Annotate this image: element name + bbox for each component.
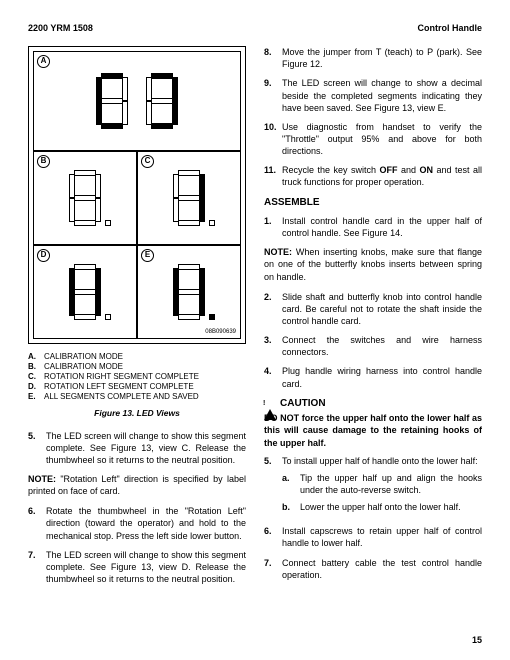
- panel-label-c: C: [141, 155, 154, 168]
- seven-seg-icon: [146, 73, 178, 129]
- legend-item: C.ROTATION RIGHT SEGMENT COMPLETE: [28, 372, 246, 382]
- assemble-steps-3: 5. To install upper half of handle onto …: [264, 455, 482, 581]
- figure-ref-code: 08B090639: [205, 328, 236, 336]
- assemble-steps-2: 2.Slide shaft and butterfly knob into co…: [264, 291, 482, 390]
- assemble-steps-1: 1.Install control handle card in the upp…: [264, 215, 482, 239]
- left-column: A B: [28, 46, 246, 592]
- legend-item: B.CALIBRATION MODE: [28, 362, 246, 372]
- assemble-6: 6.Install capscrews to retain upper half…: [264, 525, 482, 549]
- page-number: 15: [472, 634, 482, 646]
- panel-a: A: [33, 51, 241, 151]
- content-columns: A B: [28, 46, 482, 592]
- assemble-3: 3.Connect the switches and wire harness …: [264, 334, 482, 358]
- seven-seg-icon: [69, 170, 101, 226]
- step-8: 8.Move the jumper from T (teach) to P (p…: [264, 46, 482, 70]
- assemble-heading: ASSEMBLE: [264, 196, 482, 210]
- assemble-1: 1.Install control handle card in the upp…: [264, 215, 482, 239]
- assemble-7: 7.Connect battery cable the test control…: [264, 557, 482, 581]
- legend-item: E.ALL SEGMENTS COMPLETE AND SAVED: [28, 392, 246, 402]
- panel-label-e: E: [141, 249, 154, 262]
- seven-seg-icon: [173, 170, 205, 226]
- step-5: 5.The LED screen will change to show thi…: [28, 430, 246, 466]
- assemble-2: 2.Slide shaft and butterfly knob into co…: [264, 291, 482, 327]
- seven-seg-icon: [173, 264, 205, 320]
- assemble-5: 5. To install upper half of handle onto …: [264, 455, 482, 519]
- legend-item: A.CALIBRATION MODE: [28, 352, 246, 362]
- seven-seg-icon: [69, 264, 101, 320]
- step-6: 6.Rotate the thumbwheel in the "Rotation…: [28, 505, 246, 541]
- section-title: Control Handle: [418, 22, 483, 34]
- figure-caption: Figure 13. LED Views: [28, 408, 246, 419]
- step-7: 7.The LED screen will change to show thi…: [28, 549, 246, 585]
- panel-label-b: B: [37, 155, 50, 168]
- assemble-5a: a.Tip the upper half up and align the ho…: [282, 472, 482, 496]
- assemble-note: NOTE: When inserting knobs, make sure th…: [264, 246, 482, 282]
- panel-d: D: [33, 245, 137, 339]
- panel-label-d: D: [37, 249, 50, 262]
- figure-13: A B: [28, 46, 246, 344]
- left-steps: 5.The LED screen will change to show thi…: [28, 430, 246, 466]
- figure-legend: A.CALIBRATION MODE B.CALIBRATION MODE C.…: [28, 352, 246, 402]
- caution-body: DO NOT force the upper half onto the low…: [264, 412, 482, 448]
- assemble-4: 4.Plug handle wiring harness into contro…: [264, 365, 482, 389]
- seven-seg-icon: [96, 73, 128, 129]
- page-header: 2200 YRM 1508 Control Handle: [28, 22, 482, 34]
- legend-item: D.ROTATION LEFT SEGMENT COMPLETE: [28, 382, 246, 392]
- caution-heading: ! CAUTION: [264, 397, 482, 411]
- step-10: 10.Use diagnostic from handset to verify…: [264, 121, 482, 157]
- panel-e: E 08B090639: [137, 245, 241, 339]
- warning-triangle-icon: !: [264, 397, 276, 411]
- step-9: 9.The LED screen will change to show a d…: [264, 77, 482, 113]
- left-note-1: NOTE: "Rotation Left" direction is speci…: [28, 473, 246, 497]
- assemble-5b: b.Lower the upper half onto the lower ha…: [282, 501, 482, 513]
- panel-c: C: [137, 151, 241, 245]
- doc-ref: 2200 YRM 1508: [28, 22, 93, 34]
- left-steps-2: 6.Rotate the thumbwheel in the "Rotation…: [28, 505, 246, 585]
- right-column: 8.Move the jumper from T (teach) to P (p…: [264, 46, 482, 592]
- panel-b: B: [33, 151, 137, 245]
- panel-label-a: A: [37, 55, 50, 68]
- step-11: 11. Recycle the key switch OFF and ON an…: [264, 164, 482, 188]
- right-steps: 8.Move the jumper from T (teach) to P (p…: [264, 46, 482, 188]
